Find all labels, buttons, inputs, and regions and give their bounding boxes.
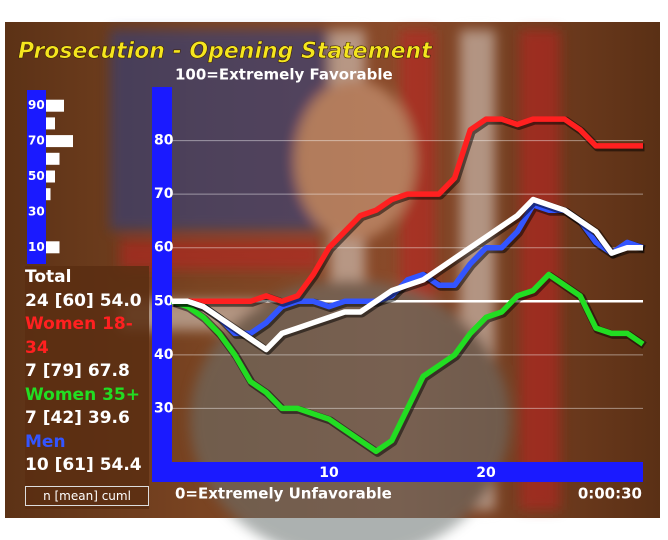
series-line xyxy=(172,116,643,305)
x-tick-label: 20 xyxy=(476,465,496,481)
legend-panel xyxy=(25,266,149,509)
legend: Total 24 [60] 54.0 Women 18-34 7 [79] 67.8 W… xyxy=(25,266,149,478)
top-label: 100=Extremely Favorable xyxy=(175,66,393,84)
series-line xyxy=(172,196,643,353)
chart-title: Prosecution - Opening Statement xyxy=(18,39,433,64)
histogram-bar xyxy=(46,152,60,165)
y-tick-label: 70 xyxy=(154,186,174,202)
histogram-tick-label: 30 xyxy=(28,204,45,218)
time-label: 0:00:30 xyxy=(578,485,642,503)
histogram-bar xyxy=(46,170,55,183)
histogram-tick-label: 70 xyxy=(28,134,45,148)
histogram-bar xyxy=(46,188,51,201)
legend-summary: 7 [79] 67.8 xyxy=(25,361,130,381)
y-tick-label: 50 xyxy=(154,293,174,309)
y-tick-label: 40 xyxy=(154,347,174,363)
legend-label: Women 18-34 xyxy=(25,314,133,358)
bottom-label: 0=Extremely Unfavorable xyxy=(175,485,392,503)
legend-summary: 10 [61] 54.4 xyxy=(25,455,142,475)
x-tick-label: 10 xyxy=(319,465,339,481)
legend-label: Men xyxy=(25,431,66,452)
histogram-tick-label: 10 xyxy=(28,240,45,254)
x-axis-bar xyxy=(152,462,643,482)
series-line xyxy=(171,271,645,455)
histogram-bar xyxy=(46,117,55,130)
y-tick-label: 60 xyxy=(154,240,174,256)
legend-summary: 7 [42] 39.6 xyxy=(25,408,130,428)
histogram-bar xyxy=(46,135,73,148)
legend-label: Total xyxy=(25,267,72,287)
histogram-tick-label: 50 xyxy=(28,169,45,183)
y-tick-label: 80 xyxy=(154,133,174,149)
y-tick-label: 30 xyxy=(154,400,174,416)
legend-label: Women 35+ xyxy=(25,384,140,405)
histogram-bar xyxy=(46,241,60,254)
y-axis-bar xyxy=(152,87,172,482)
histogram-tick-label: 90 xyxy=(28,98,45,112)
histogram-bar xyxy=(46,99,64,112)
legend-summary: 24 [60] 54.0 xyxy=(25,290,142,311)
histogram-axis-bar xyxy=(27,90,46,264)
legend-footer: n [mean] cuml xyxy=(25,486,149,506)
